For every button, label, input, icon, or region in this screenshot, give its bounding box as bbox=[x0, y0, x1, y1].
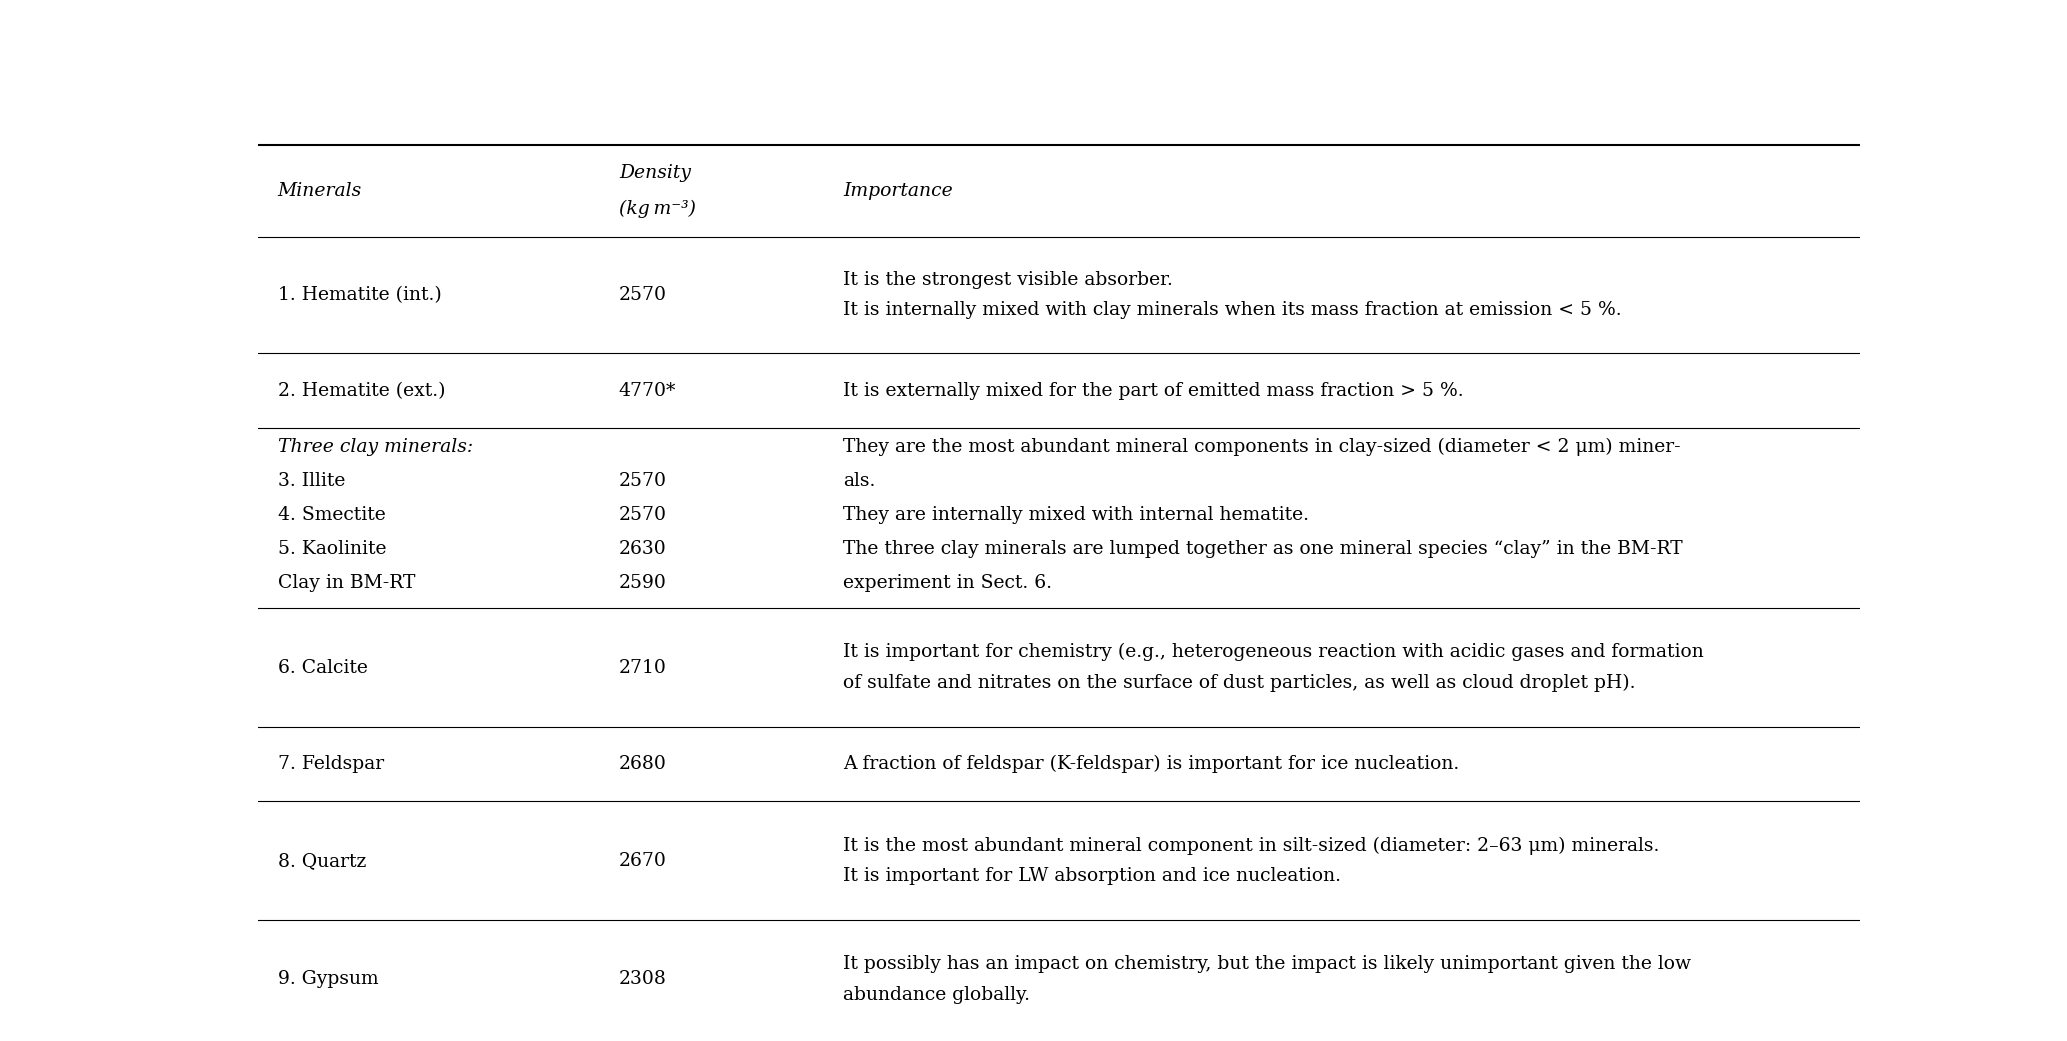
Text: 2680: 2680 bbox=[618, 755, 668, 773]
Text: 2670: 2670 bbox=[618, 852, 668, 870]
Text: It is the strongest visible absorber.: It is the strongest visible absorber. bbox=[843, 271, 1172, 289]
Text: 2. Hematite (ext.): 2. Hematite (ext.) bbox=[277, 382, 444, 400]
Text: 4770*: 4770* bbox=[618, 382, 676, 400]
Text: 6. Calcite: 6. Calcite bbox=[277, 659, 368, 677]
Text: The three clay minerals are lumped together as one mineral species “clay” in the: The three clay minerals are lumped toget… bbox=[843, 539, 1683, 558]
Text: experiment in Sect. 6.: experiment in Sect. 6. bbox=[843, 574, 1052, 591]
Text: It is important for chemistry (e.g., heterogeneous reaction with acidic gases an: It is important for chemistry (e.g., het… bbox=[843, 643, 1703, 661]
Text: 1. Hematite (int.): 1. Hematite (int.) bbox=[277, 286, 442, 304]
Text: 9. Gypsum: 9. Gypsum bbox=[277, 970, 378, 988]
Text: It possibly has an impact on chemistry, but the impact is likely unimportant giv: It possibly has an impact on chemistry, … bbox=[843, 956, 1691, 973]
Text: Density: Density bbox=[618, 164, 690, 182]
Text: 5. Kaolinite: 5. Kaolinite bbox=[277, 539, 387, 558]
Text: 2570: 2570 bbox=[618, 286, 668, 304]
Text: Importance: Importance bbox=[843, 182, 953, 200]
Text: 4. Smectite: 4. Smectite bbox=[277, 506, 384, 524]
Text: It is important for LW absorption and ice nucleation.: It is important for LW absorption and ic… bbox=[843, 867, 1341, 885]
Text: They are internally mixed with internal hematite.: They are internally mixed with internal … bbox=[843, 506, 1308, 524]
Text: Clay in BM-RT: Clay in BM-RT bbox=[277, 574, 415, 591]
Text: 7. Feldspar: 7. Feldspar bbox=[277, 755, 384, 773]
Text: 3. Illite: 3. Illite bbox=[277, 472, 345, 489]
Text: It is the most abundant mineral component in silt-sized (diameter: 2–63 μm) mine: It is the most abundant mineral componen… bbox=[843, 836, 1660, 855]
Text: 2630: 2630 bbox=[618, 539, 666, 558]
Text: 2308: 2308 bbox=[618, 970, 668, 988]
Text: It is internally mixed with clay minerals when its mass fraction at emission < 5: It is internally mixed with clay mineral… bbox=[843, 302, 1623, 320]
Text: A fraction of feldspar (K-feldspar) is important for ice nucleation.: A fraction of feldspar (K-feldspar) is i… bbox=[843, 755, 1459, 773]
Text: als.: als. bbox=[843, 472, 876, 489]
Text: 2590: 2590 bbox=[618, 574, 668, 591]
Text: 2570: 2570 bbox=[618, 506, 668, 524]
Text: 2710: 2710 bbox=[618, 659, 668, 677]
Text: They are the most abundant mineral components in clay-sized (diameter < 2 μm) mi: They are the most abundant mineral compo… bbox=[843, 437, 1680, 456]
Text: (kg m⁻³): (kg m⁻³) bbox=[618, 200, 697, 218]
Text: abundance globally.: abundance globally. bbox=[843, 986, 1029, 1004]
Text: Minerals: Minerals bbox=[277, 182, 362, 200]
Text: It is externally mixed for the part of emitted mass fraction > 5 %.: It is externally mixed for the part of e… bbox=[843, 382, 1463, 400]
Text: of sulfate and nitrates on the surface of dust particles, as well as cloud dropl: of sulfate and nitrates on the surface o… bbox=[843, 674, 1635, 692]
Text: Three clay minerals:: Three clay minerals: bbox=[277, 437, 473, 456]
Text: 2570: 2570 bbox=[618, 472, 668, 489]
Text: 8. Quartz: 8. Quartz bbox=[277, 852, 366, 870]
